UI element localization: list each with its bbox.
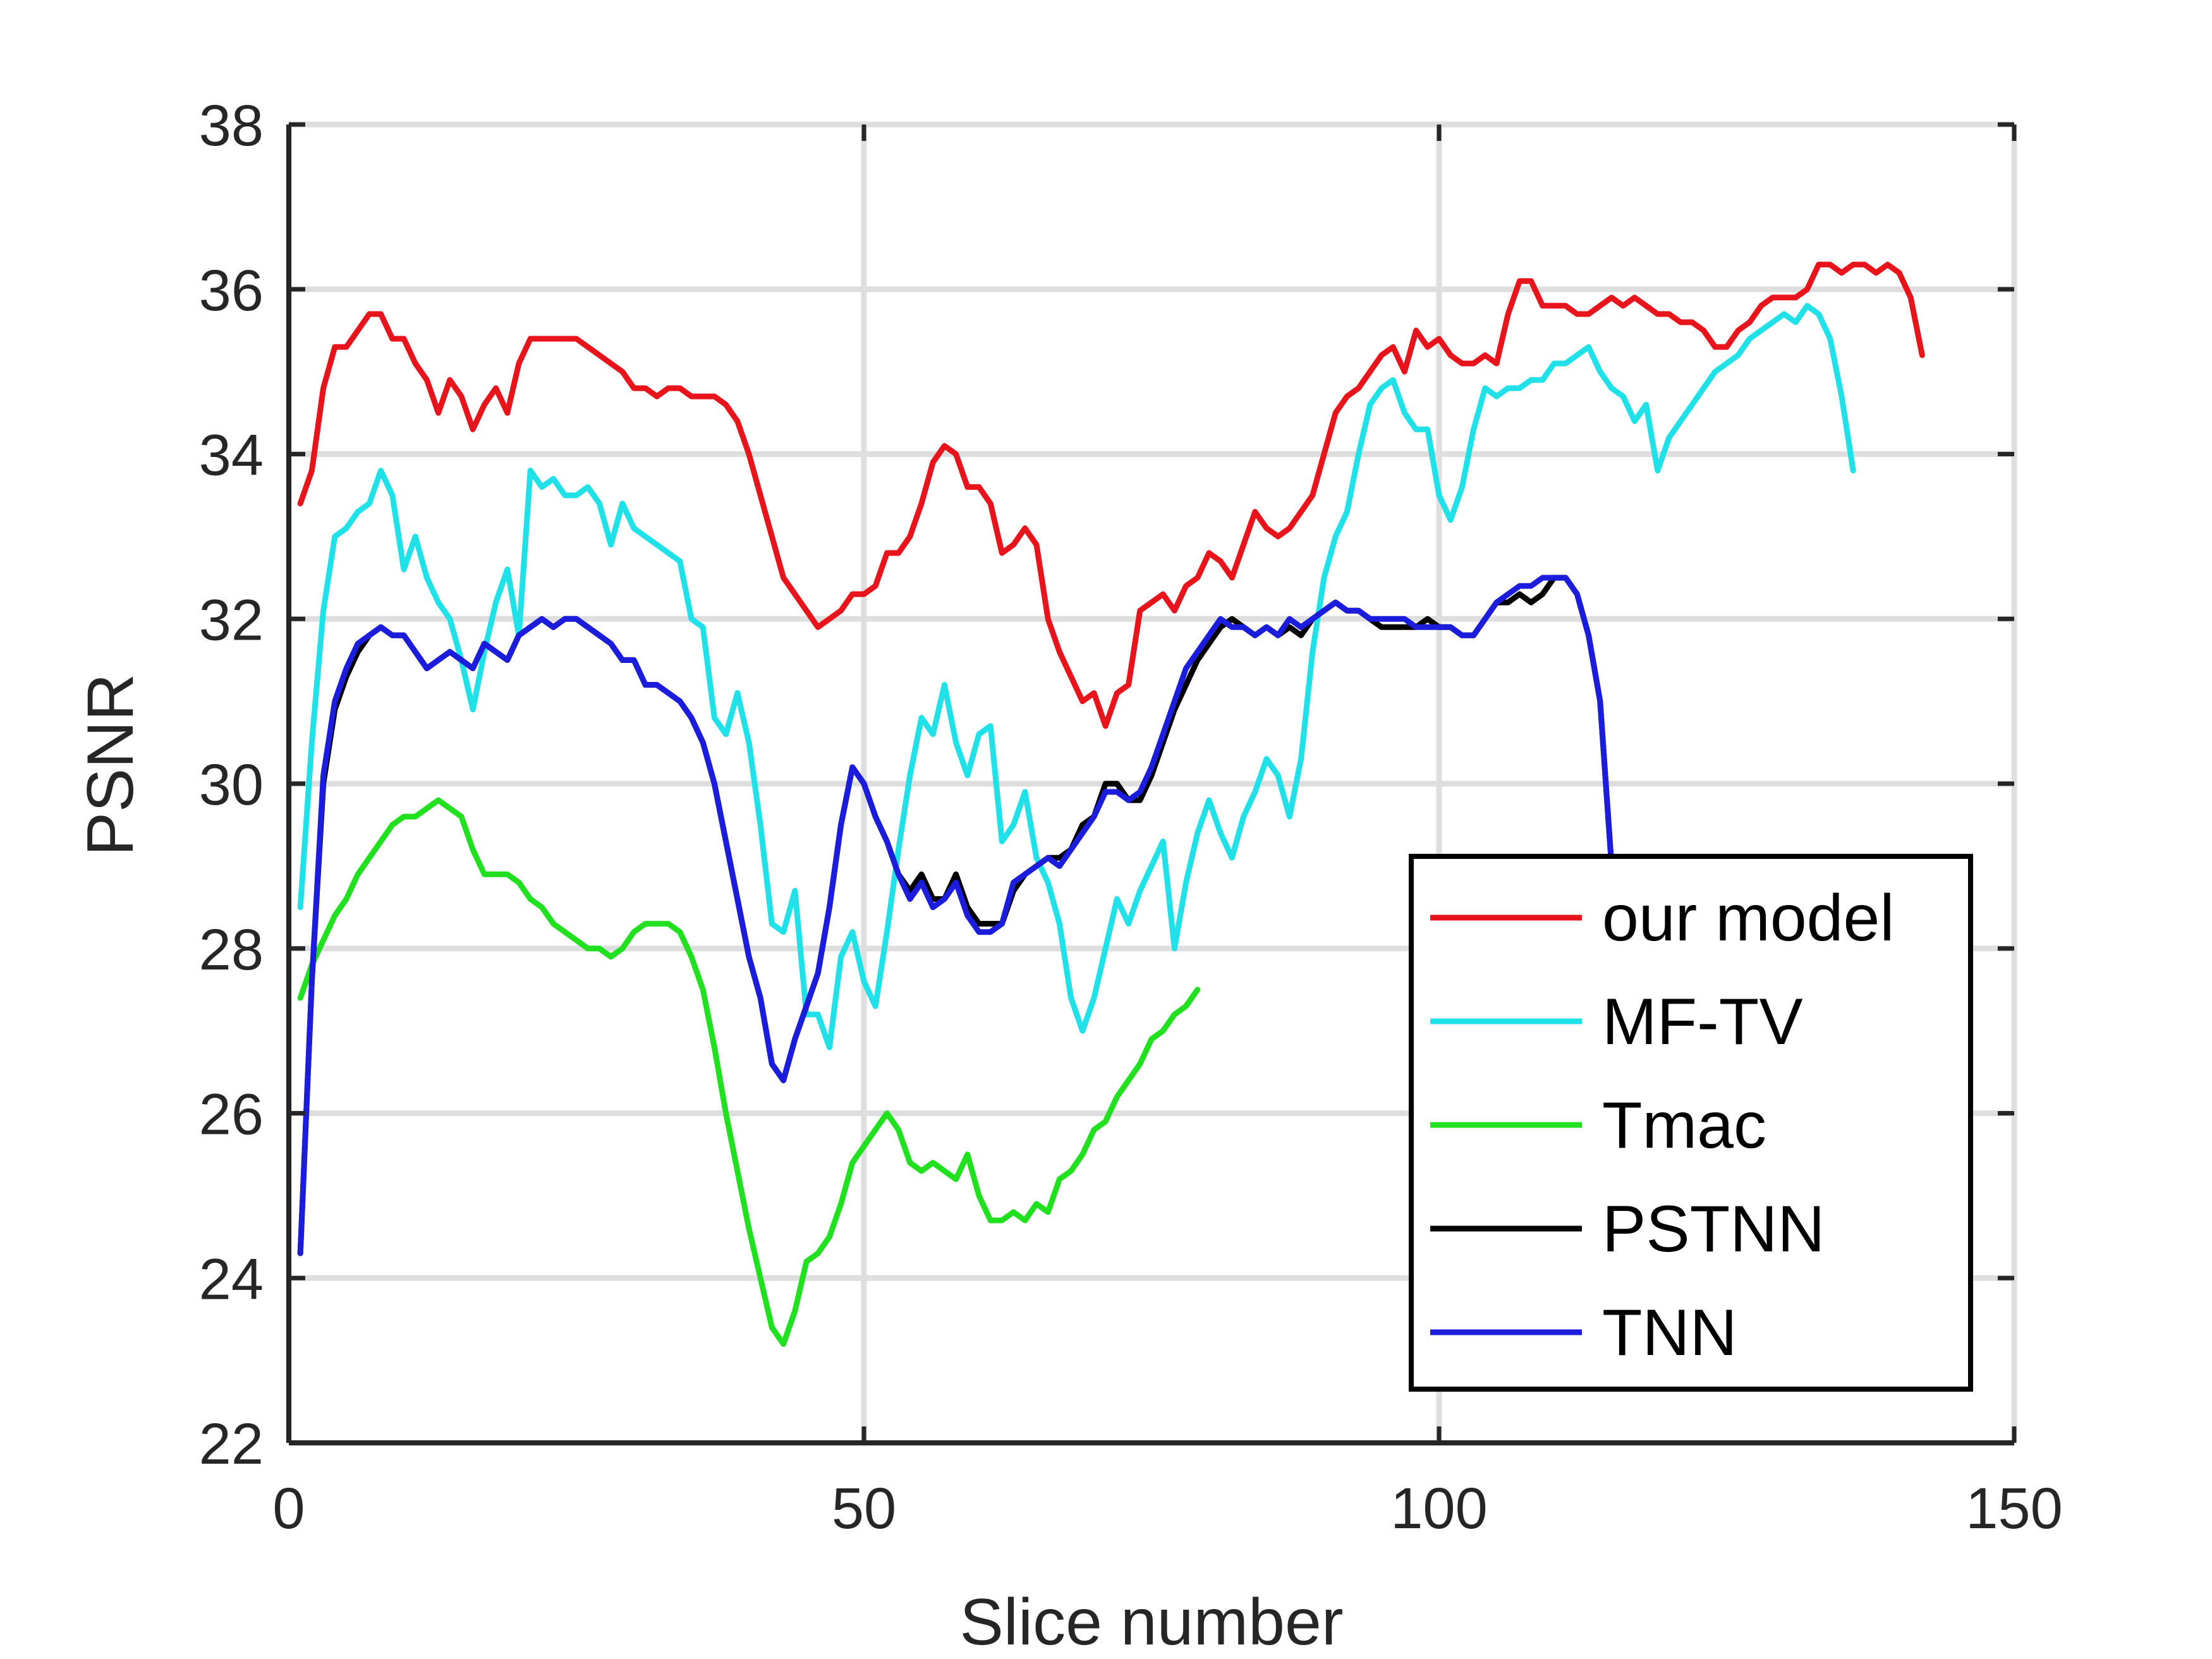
legend-label: our model: [1602, 882, 1894, 955]
y-tick-label: 26: [199, 1083, 264, 1147]
x-tick-label: 150: [1966, 1476, 2063, 1541]
series-line-tnn: [297, 574, 1626, 1256]
y-tick-label: 24: [199, 1247, 264, 1311]
tick-labels: 0 50 100 150 22 24 26 28 30 32 34 36 38: [199, 94, 2063, 1541]
y-tick-label: 34: [199, 423, 264, 488]
y-tick-label: 32: [199, 588, 264, 652]
legend-label: PSTNN: [1602, 1193, 1825, 1266]
y-tick-label: 30: [199, 753, 264, 817]
y-tick-label: 36: [199, 258, 264, 323]
x-axis-label: Slice number: [960, 1586, 1344, 1659]
series-line-tmac: [297, 797, 1201, 1347]
legend-label: TNN: [1602, 1296, 1737, 1370]
y-axis-label: PSNR: [74, 674, 147, 856]
legend: our model MF-TV Tmac PSTNN TNN: [1409, 854, 1973, 1392]
y-tick-label: 28: [199, 918, 264, 982]
x-tick-label: 100: [1390, 1476, 1488, 1541]
x-tick-label: 0: [272, 1476, 305, 1541]
series-line-our-model: [297, 262, 1925, 729]
series-line-mf-tv: [297, 303, 1856, 1050]
x-tick-label: 50: [832, 1476, 896, 1541]
legend-label: Tmac: [1602, 1089, 1766, 1162]
y-tick-label: 38: [199, 94, 264, 158]
legend-label: MF-TV: [1602, 985, 1803, 1059]
axes: [286, 122, 2017, 1445]
series-lines: [297, 262, 1925, 1347]
y-tick-label: 22: [199, 1412, 264, 1476]
